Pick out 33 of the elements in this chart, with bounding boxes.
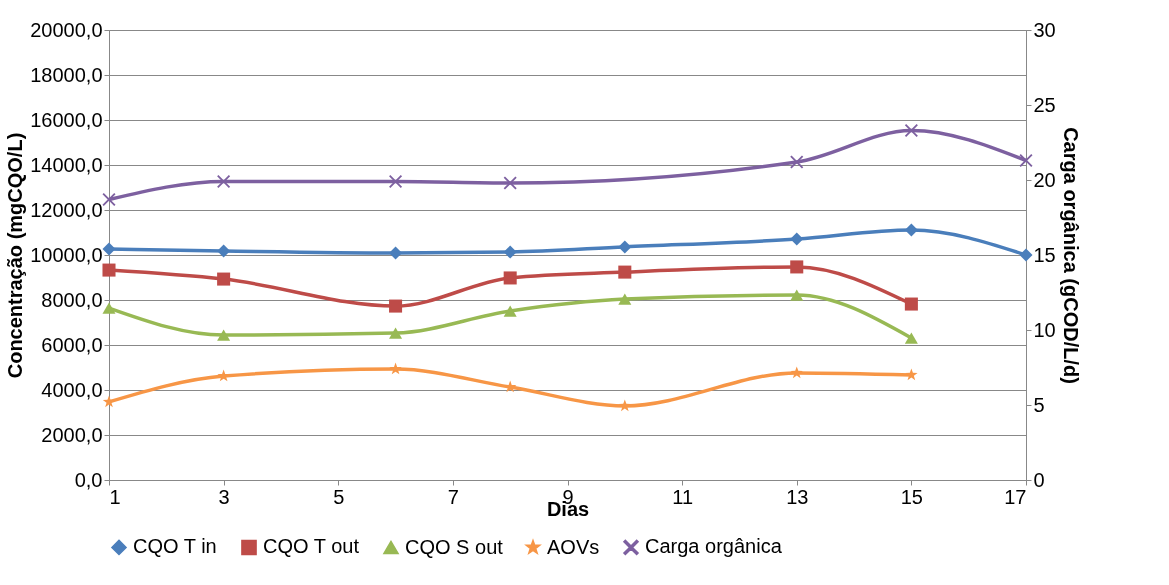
x-tick-label: 5 bbox=[333, 485, 345, 508]
y-tick-label: 14000,0 bbox=[30, 153, 103, 176]
legend-label: Carga orgânica bbox=[645, 535, 783, 558]
y2-tick-label: 0 bbox=[1033, 468, 1045, 491]
y2-tick-label: 5 bbox=[1033, 393, 1045, 416]
y-tick-label: 12000,0 bbox=[30, 198, 103, 221]
x-tick-label: 11 bbox=[672, 485, 694, 508]
y-tick-label: 16000,0 bbox=[30, 108, 103, 131]
y-tick-label: 8000,0 bbox=[41, 288, 103, 311]
y2-tick-label: 25 bbox=[1033, 93, 1056, 116]
y2-tick-label: 20 bbox=[1033, 168, 1056, 191]
y-tick-label: 6000,0 bbox=[41, 333, 103, 356]
x-tick-label: 13 bbox=[786, 485, 809, 508]
y2-axis-title: Carga orgânica (gCOD/L/d) bbox=[1059, 127, 1082, 384]
y-tick-label: 2000,0 bbox=[41, 423, 103, 446]
y2-tick-label: 30 bbox=[1033, 18, 1056, 41]
y-tick-label: 4000,0 bbox=[41, 378, 103, 401]
y-tick-label: 18000,0 bbox=[30, 63, 103, 86]
x-tick-label: 17 bbox=[1004, 485, 1027, 508]
y2-tick-label: 15 bbox=[1033, 243, 1056, 266]
legend-label: CQO T out bbox=[263, 535, 360, 558]
x-tick-label: 15 bbox=[900, 485, 923, 508]
x-tick-label: 7 bbox=[447, 485, 459, 508]
y-tick-label: 20000,0 bbox=[30, 18, 103, 41]
legend-label: CQO S out bbox=[405, 535, 504, 558]
x-tick-label: 1 bbox=[109, 485, 121, 508]
legend-label: AOVs bbox=[547, 535, 600, 558]
legend-label: CQO T in bbox=[133, 535, 217, 558]
y-axis-title: Concentração (mgCQO/L) bbox=[4, 132, 27, 379]
y-tick-label: 0,0 bbox=[74, 468, 103, 491]
y-tick-label: 10000,0 bbox=[30, 243, 103, 266]
y2-tick-label: 10 bbox=[1033, 318, 1056, 341]
x-tick-label: 3 bbox=[218, 485, 230, 508]
